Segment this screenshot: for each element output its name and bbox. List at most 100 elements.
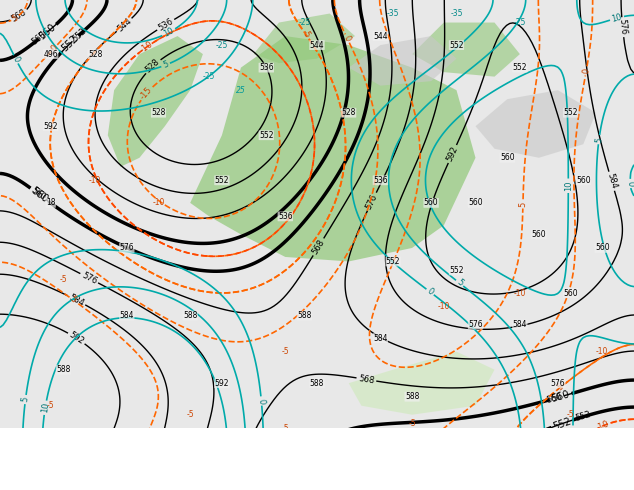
Text: 588: 588 — [310, 379, 324, 388]
Text: 552: 552 — [71, 26, 89, 43]
Text: 560: 560 — [576, 176, 591, 185]
Text: 552: 552 — [60, 33, 81, 54]
Text: -25: -25 — [216, 41, 228, 49]
Text: 528: 528 — [342, 108, 356, 117]
Text: 5: 5 — [594, 137, 604, 143]
Text: 584: 584 — [373, 334, 387, 343]
Text: -35: -35 — [450, 9, 463, 18]
Text: 552: 552 — [386, 257, 400, 266]
Text: -10: -10 — [596, 347, 609, 356]
Text: 0: 0 — [257, 398, 266, 404]
Text: 576: 576 — [618, 19, 628, 36]
Text: 568: 568 — [311, 238, 327, 256]
Text: 584: 584 — [120, 311, 134, 320]
Text: 544: 544 — [609, 436, 627, 449]
Text: 552: 552 — [259, 131, 273, 140]
Text: 552: 552 — [564, 108, 578, 117]
Text: We 02-10-2024 12:00 UTC (00+180): We 02-10-2024 12:00 UTC (00+180) — [349, 463, 548, 473]
Text: -5: -5 — [408, 419, 416, 428]
Text: -5: -5 — [281, 424, 289, 433]
Text: 560: 560 — [550, 390, 571, 404]
Text: 536: 536 — [157, 17, 175, 33]
Polygon shape — [349, 352, 495, 415]
Polygon shape — [190, 36, 476, 262]
Polygon shape — [412, 23, 520, 76]
Text: 18: 18 — [46, 198, 55, 207]
Text: -5: -5 — [554, 381, 566, 393]
Text: 544: 544 — [309, 41, 325, 49]
Text: 0: 0 — [342, 34, 353, 43]
Text: 552: 552 — [450, 41, 463, 49]
Text: © weatheronline.co.uk: © weatheronline.co.uk — [456, 479, 588, 489]
Text: 5: 5 — [21, 396, 30, 403]
Text: 536: 536 — [278, 212, 293, 221]
Text: 592: 592 — [44, 122, 58, 131]
Text: 5: 5 — [68, 295, 78, 305]
Text: 5: 5 — [162, 60, 170, 70]
Polygon shape — [108, 36, 203, 167]
Text: 592: 592 — [445, 145, 460, 163]
Text: -25: -25 — [514, 18, 526, 27]
Text: 5: 5 — [519, 201, 527, 207]
Text: 552: 552 — [574, 410, 592, 423]
Text: 560: 560 — [37, 22, 58, 42]
Text: -5: -5 — [299, 28, 311, 40]
Text: 576: 576 — [119, 244, 134, 252]
Text: 10: 10 — [40, 402, 51, 414]
Text: 5: 5 — [455, 278, 465, 288]
Text: -15: -15 — [139, 85, 155, 101]
Text: 576: 576 — [550, 379, 566, 388]
Polygon shape — [349, 36, 456, 86]
Text: 0: 0 — [11, 55, 21, 64]
Text: 552: 552 — [450, 266, 463, 275]
Text: 552: 552 — [215, 176, 229, 185]
Text: -10: -10 — [437, 302, 450, 311]
Text: 560: 560 — [531, 230, 547, 239]
Text: 560: 560 — [30, 30, 48, 47]
Text: 584: 584 — [605, 172, 618, 190]
Text: 0: 0 — [581, 68, 591, 74]
Text: -10: -10 — [514, 289, 526, 297]
Text: 528: 528 — [152, 108, 165, 117]
Text: 528: 528 — [88, 49, 102, 59]
Text: 10: 10 — [611, 12, 623, 24]
Text: -25: -25 — [203, 72, 216, 81]
Text: -10: -10 — [138, 40, 155, 55]
Text: 5: 5 — [11, 13, 20, 24]
Text: 584: 584 — [513, 320, 527, 329]
Text: 10: 10 — [564, 180, 573, 191]
Text: 576: 576 — [365, 193, 379, 211]
Polygon shape — [254, 14, 355, 63]
Text: -5: -5 — [186, 410, 194, 419]
Text: 0: 0 — [425, 287, 435, 297]
Text: 592: 592 — [215, 379, 229, 388]
Text: 588: 588 — [56, 365, 70, 374]
Text: 0: 0 — [49, 43, 59, 53]
Text: 536: 536 — [373, 176, 388, 185]
Text: 560: 560 — [424, 198, 439, 207]
Text: 568: 568 — [358, 374, 375, 385]
Text: 560: 560 — [500, 153, 515, 162]
Text: 568: 568 — [10, 8, 29, 24]
Text: -5: -5 — [60, 275, 67, 284]
Text: 536: 536 — [259, 63, 274, 72]
Text: 576: 576 — [80, 270, 98, 286]
Text: 560: 560 — [595, 244, 610, 252]
Text: 528: 528 — [144, 57, 162, 75]
Text: 560: 560 — [29, 186, 48, 202]
Text: -25: -25 — [298, 18, 311, 27]
Polygon shape — [476, 90, 596, 158]
Text: 592: 592 — [67, 330, 86, 346]
Text: 588: 588 — [297, 311, 311, 320]
Text: 584: 584 — [67, 293, 86, 308]
Text: 496: 496 — [43, 49, 58, 59]
Text: -10: -10 — [595, 419, 611, 433]
Text: 552: 552 — [513, 63, 527, 72]
Text: 25: 25 — [236, 86, 246, 95]
Text: 10: 10 — [162, 26, 176, 39]
Text: -10: -10 — [152, 198, 165, 207]
Text: 0: 0 — [626, 181, 634, 186]
Text: 560: 560 — [468, 198, 483, 207]
Text: 560: 560 — [29, 185, 50, 204]
Text: 544: 544 — [373, 31, 388, 41]
